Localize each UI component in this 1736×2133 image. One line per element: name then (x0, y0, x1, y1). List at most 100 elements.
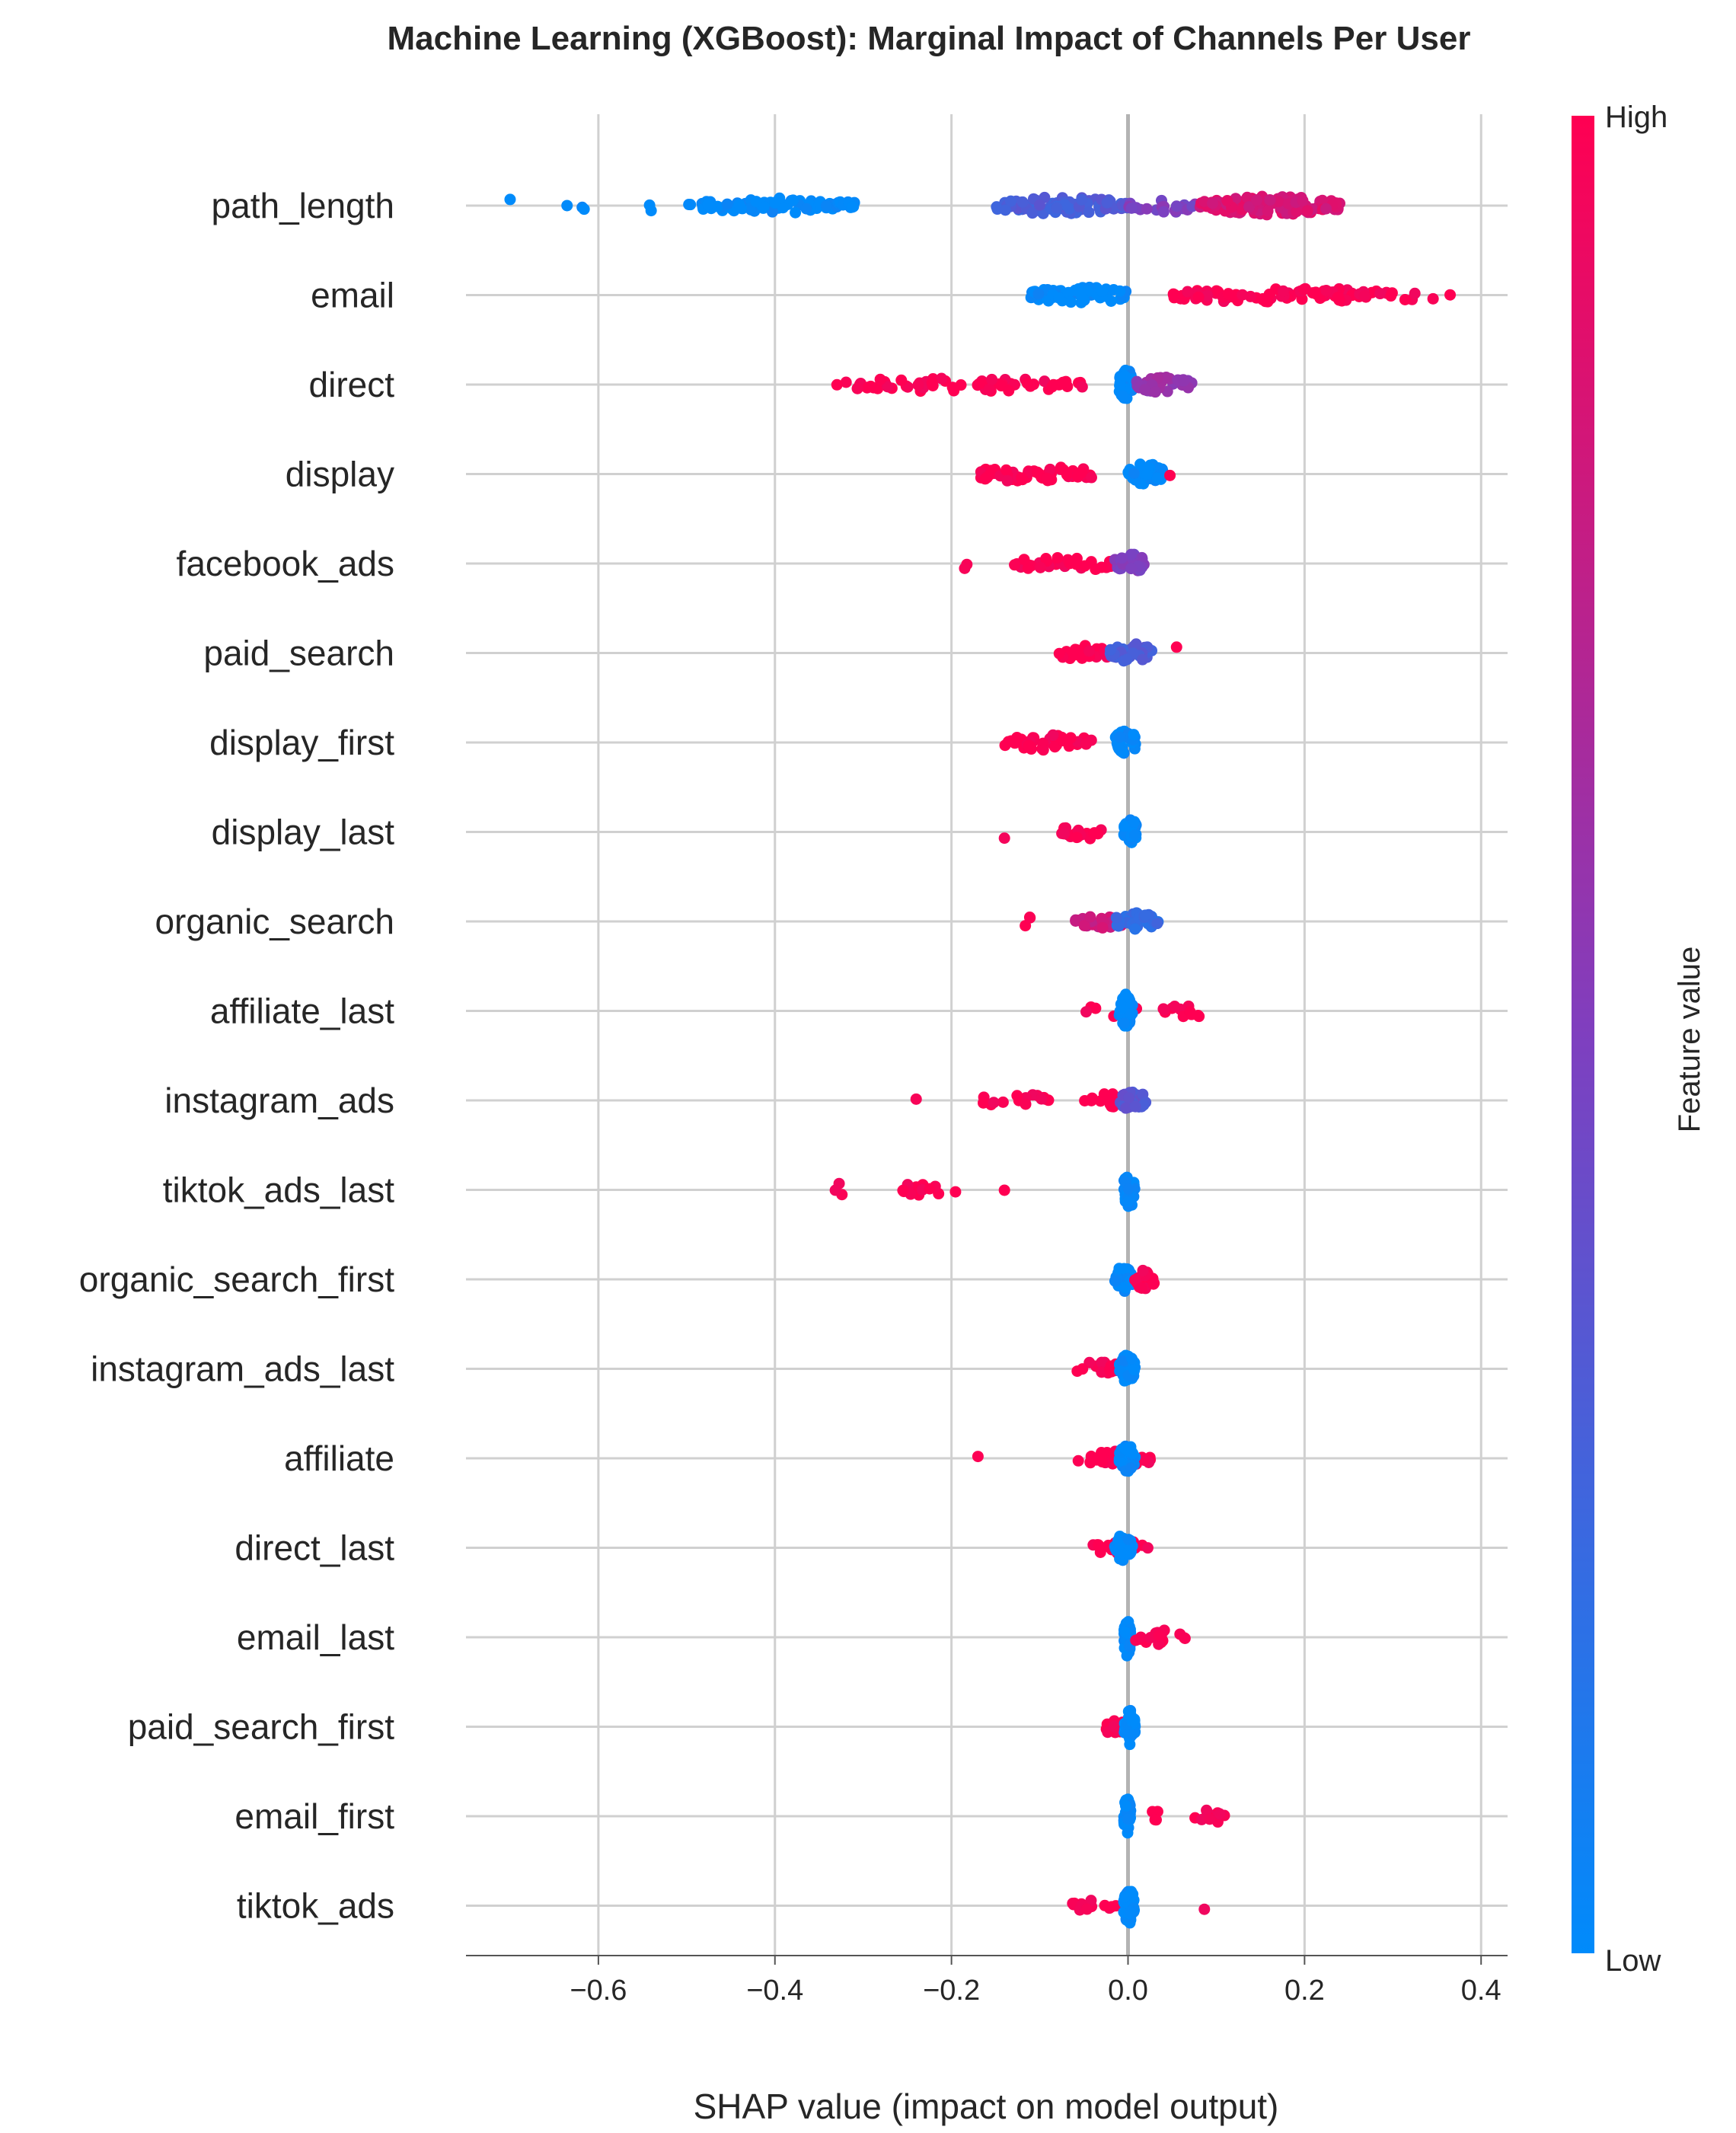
shap-point (1134, 458, 1147, 471)
shap-point (1000, 464, 1013, 476)
shap-point (1222, 288, 1234, 300)
shap-point (1125, 548, 1138, 560)
shap-point (683, 199, 695, 211)
shap-point (1243, 201, 1256, 213)
shap-point (1374, 288, 1387, 300)
shap-point (1182, 286, 1194, 298)
shap-point (1221, 195, 1233, 207)
feature-label-email-last: email_last (237, 1617, 394, 1657)
shap-point (1101, 196, 1113, 209)
shap-point (1076, 652, 1088, 664)
shap-point (1170, 200, 1182, 212)
shap-point (1297, 194, 1309, 206)
shap-point (1096, 1456, 1109, 1468)
shap-point (1036, 1093, 1048, 1105)
shap-point (1122, 1196, 1134, 1208)
shap-point (1004, 195, 1016, 207)
shap-point (998, 832, 1010, 845)
shap-point (790, 206, 802, 219)
shap-point (1072, 471, 1084, 483)
shap-point (1053, 647, 1065, 659)
shap-point (1023, 739, 1035, 752)
shap-point (1009, 559, 1021, 571)
shap-point (1130, 638, 1142, 650)
shap-point (1077, 293, 1090, 305)
x-axis-label: SHAP value (impact on model output) (694, 2087, 1279, 2126)
shap-point (1080, 738, 1092, 750)
shap-point (882, 381, 894, 393)
shap-point (1116, 390, 1128, 402)
shap-point (1138, 1454, 1150, 1467)
shap-point (1037, 744, 1049, 756)
shap-point (840, 376, 852, 388)
shap-point (1115, 1547, 1127, 1559)
feature-label-instagram-ads: instagram_ads (164, 1081, 394, 1120)
shap-point (1320, 284, 1332, 296)
shap-point (1201, 1804, 1213, 1816)
shap-point (1011, 731, 1023, 743)
shap-point (995, 380, 1007, 392)
shap-point (1174, 1628, 1186, 1640)
x-tick-label: 0.0 (1108, 1975, 1148, 2007)
shap-point (702, 199, 714, 211)
shap-point (1178, 375, 1190, 387)
shap-point (1141, 468, 1153, 481)
shap-point (1207, 197, 1219, 209)
x-tick-label: 0.4 (1461, 1975, 1501, 2007)
shap-point (999, 204, 1011, 216)
shap-point (1079, 1094, 1091, 1106)
shap-point (1096, 561, 1108, 573)
shap-point (1096, 921, 1109, 934)
shap-point (1139, 909, 1151, 921)
shap-point (1141, 203, 1153, 215)
x-tick-label: −0.4 (746, 1975, 803, 2007)
shap-point (1150, 1814, 1162, 1826)
shap-point (1085, 471, 1097, 484)
shap-point (1119, 370, 1131, 382)
shap-point (1058, 735, 1070, 747)
x-axis-ticks: −0.6 −0.4 −0.2 0.0 0.2 0.4 (570, 1956, 1501, 2007)
shap-point (1214, 1808, 1226, 1820)
shap-point (1134, 1631, 1147, 1643)
shap-point (1096, 1356, 1108, 1368)
colorbar (1572, 116, 1594, 1953)
shap-point (1080, 1006, 1093, 1018)
shap-point (1071, 832, 1083, 844)
shap-point (1048, 741, 1061, 753)
shap-point (1076, 381, 1088, 393)
shap-point (1160, 372, 1173, 384)
shap-point (1263, 289, 1275, 301)
shap-point (1291, 206, 1303, 218)
shap-point (1136, 551, 1148, 564)
shap-point (1117, 1001, 1129, 1013)
shap-point (735, 202, 747, 214)
shap-point (1064, 557, 1076, 570)
shap-point (787, 194, 799, 206)
shap-point (1124, 1905, 1136, 1917)
shap-point (1158, 1004, 1170, 1016)
shap-point (1085, 1895, 1097, 1907)
shap-point (1081, 1903, 1093, 1915)
shap-point (1126, 1711, 1138, 1723)
shap-point (1070, 915, 1082, 928)
colorbar-low-label: Low (1605, 1944, 1661, 1978)
shap-point (949, 1186, 962, 1198)
feature-label-facebook-ads: facebook_ads (177, 544, 394, 583)
chart-title: Machine Learning (XGBoost): Marginal Imp… (388, 20, 1471, 57)
feature-label-display: display (286, 455, 394, 494)
shap-point (1139, 384, 1151, 396)
shap-point (1122, 1183, 1134, 1195)
shap-point (1332, 292, 1344, 304)
shap-point (1119, 1799, 1131, 1812)
shap-point (1069, 643, 1081, 656)
shap-point (1314, 292, 1326, 305)
shap-point (769, 196, 781, 209)
shap-point (986, 373, 998, 385)
feature-label-organic-search: organic_search (155, 902, 394, 941)
shap-point (1096, 1446, 1108, 1458)
shap-point (1201, 289, 1214, 302)
shap-point (1301, 205, 1313, 217)
shap-point (1204, 1813, 1216, 1825)
shap-point (1193, 1011, 1205, 1023)
